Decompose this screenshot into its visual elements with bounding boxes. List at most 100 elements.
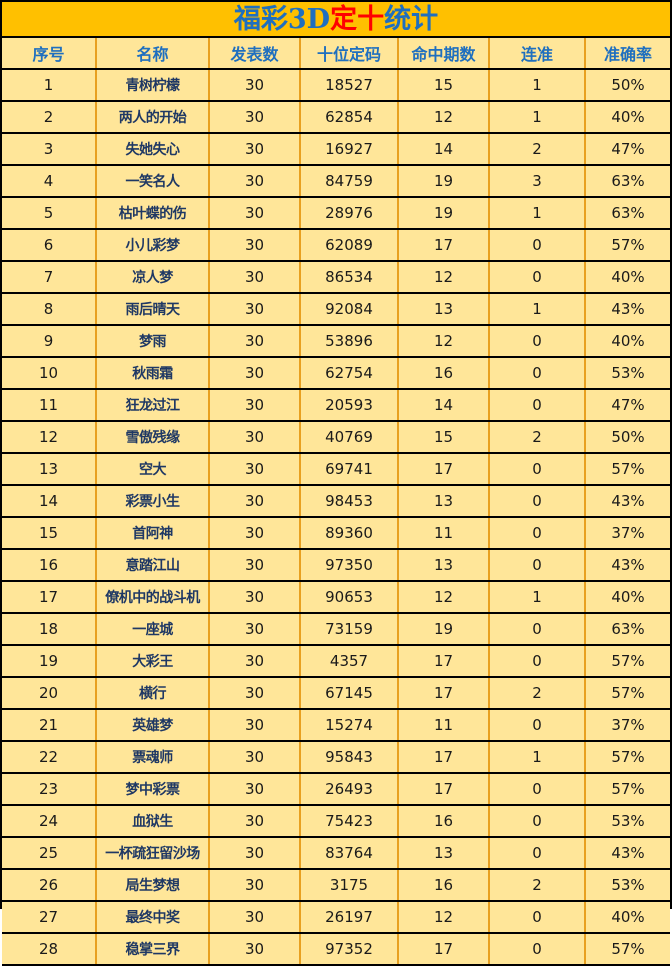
cell-accuracy: 57%	[585, 229, 670, 262]
table-row[interactable]: 17 僚机中的战斗机 30 90653 12 1 40%	[2, 581, 670, 614]
cell-hit-periods: 17	[398, 645, 490, 678]
cell-seq: 6	[2, 229, 97, 262]
cell-publish-count: 30	[209, 805, 301, 838]
cell-accuracy: 57%	[585, 741, 670, 774]
cell-tens-code: 92084	[300, 293, 399, 326]
cell-hit-periods: 17	[398, 773, 490, 806]
cell-accuracy: 50%	[585, 69, 670, 102]
cell-name: 横行	[96, 677, 210, 710]
cell-hit-periods: 17	[398, 453, 490, 486]
table-row[interactable]: 2 两人的开始 30 62854 12 1 40%	[2, 101, 670, 134]
column-header-accuracy[interactable]: 准确率	[585, 38, 670, 70]
cell-hit-periods: 12	[398, 101, 490, 134]
table-row[interactable]: 6 小儿彩梦 30 62089 17 0 57%	[2, 229, 670, 262]
cell-name: 稳掌三界	[96, 933, 210, 966]
table-row[interactable]: 11 狂龙过江 30 20593 14 0 47%	[2, 389, 670, 422]
cell-publish-count: 30	[209, 421, 301, 454]
table-row[interactable]: 7 凉人梦 30 86534 12 0 40%	[2, 261, 670, 294]
cell-accuracy: 43%	[585, 837, 670, 870]
table-row[interactable]: 27 最终中奖 30 26197 12 0 40%	[2, 901, 670, 934]
table-row[interactable]: 3 失她失心 30 16927 14 2 47%	[2, 133, 670, 166]
cell-consecutive: 2	[489, 677, 586, 710]
column-header-publish-count[interactable]: 发表数	[209, 38, 301, 70]
cell-accuracy: 47%	[585, 133, 670, 166]
table-row[interactable]: 5 枯叶蝶的伤 30 28976 19 1 63%	[2, 197, 670, 230]
cell-tens-code: 86534	[300, 261, 399, 294]
cell-name: 凉人梦	[96, 261, 210, 294]
cell-hit-periods: 16	[398, 805, 490, 838]
cell-publish-count: 30	[209, 133, 301, 166]
cell-name: 梦中彩票	[96, 773, 210, 806]
cell-tens-code: 90653	[300, 581, 399, 614]
statistics-table: 序号 名称 发表数 十位定码 命中期数 连准 准确率 1 青树柠檬 30 18527 1…	[2, 38, 670, 966]
column-header-hit-periods[interactable]: 命中期数	[398, 38, 490, 70]
table-row[interactable]: 21 英雄梦 30 15274 11 0 37%	[2, 709, 670, 742]
cell-publish-count: 30	[209, 293, 301, 326]
cell-tens-code: 28976	[300, 197, 399, 230]
cell-publish-count: 30	[209, 837, 301, 870]
cell-consecutive: 1	[489, 581, 586, 614]
table-row[interactable]: 15 首阿神 30 89360 11 0 37%	[2, 517, 670, 550]
cell-accuracy: 37%	[585, 709, 670, 742]
cell-seq: 21	[2, 709, 97, 742]
cell-publish-count: 30	[209, 69, 301, 102]
cell-consecutive: 0	[489, 773, 586, 806]
table-row[interactable]: 16 意踏江山 30 97350 13 0 43%	[2, 549, 670, 582]
cell-seq: 19	[2, 645, 97, 678]
table-row[interactable]: 28 稳掌三界 30 97352 17 0 57%	[2, 933, 670, 966]
table-row[interactable]: 24 血狱生 30 75423 16 0 53%	[2, 805, 670, 838]
cell-name: 秋雨霜	[96, 357, 210, 390]
cell-consecutive: 0	[489, 229, 586, 262]
table-row[interactable]: 22 票魂师 30 95843 17 1 57%	[2, 741, 670, 774]
table-row[interactable]: 19 大彩王 30 4357 17 0 57%	[2, 645, 670, 678]
cell-name: 一笑名人	[96, 165, 210, 198]
cell-consecutive: 0	[489, 389, 586, 422]
table-row[interactable]: 25 一杯疏狂留沙场 30 83764 13 0 43%	[2, 837, 670, 870]
table-row[interactable]: 13 空大 30 69741 17 0 57%	[2, 453, 670, 486]
table-row[interactable]: 20 横行 30 67145 17 2 57%	[2, 677, 670, 710]
cell-name: 失她失心	[96, 133, 210, 166]
cell-name: 空大	[96, 453, 210, 486]
cell-tens-code: 62089	[300, 229, 399, 262]
cell-seq: 12	[2, 421, 97, 454]
cell-tens-code: 84759	[300, 165, 399, 198]
cell-publish-count: 30	[209, 229, 301, 262]
cell-tens-code: 18527	[300, 69, 399, 102]
cell-consecutive: 1	[489, 741, 586, 774]
cell-tens-code: 73159	[300, 613, 399, 646]
table-row[interactable]: 26 局生梦想 30 3175 16 2 53%	[2, 869, 670, 902]
cell-accuracy: 57%	[585, 933, 670, 966]
table-row[interactable]: 9 梦雨 30 53896 12 0 40%	[2, 325, 670, 358]
column-header-name[interactable]: 名称	[96, 38, 210, 70]
cell-tens-code: 26197	[300, 901, 399, 934]
page-title-part-3: 统计	[384, 3, 439, 35]
cell-seq: 5	[2, 197, 97, 230]
cell-publish-count: 30	[209, 773, 301, 806]
table-row[interactable]: 14 彩票小生 30 98453 13 0 43%	[2, 485, 670, 518]
cell-name: 小儿彩梦	[96, 229, 210, 262]
cell-consecutive: 0	[489, 517, 586, 550]
cell-name: 僚机中的战斗机	[96, 581, 210, 614]
cell-tens-code: 75423	[300, 805, 399, 838]
table-row[interactable]: 18 一座城 30 73159 19 0 63%	[2, 613, 670, 646]
table-row[interactable]: 12 雪傲残缘 30 40769 15 2 50%	[2, 421, 670, 454]
cell-tens-code: 67145	[300, 677, 399, 710]
cell-seq: 11	[2, 389, 97, 422]
column-header-consecutive[interactable]: 连准	[489, 38, 586, 70]
cell-publish-count: 30	[209, 325, 301, 358]
cell-name: 梦雨	[96, 325, 210, 358]
column-header-tens-code[interactable]: 十位定码	[300, 38, 399, 70]
table-row[interactable]: 1 青树柠檬 30 18527 15 1 50%	[2, 69, 670, 102]
cell-publish-count: 30	[209, 357, 301, 390]
cell-seq: 15	[2, 517, 97, 550]
table-row[interactable]: 8 雨后晴天 30 92084 13 1 43%	[2, 293, 670, 326]
table-row[interactable]: 4 一笑名人 30 84759 19 3 63%	[2, 165, 670, 198]
cell-consecutive: 0	[489, 613, 586, 646]
table-header: 序号 名称 发表数 十位定码 命中期数 连准 准确率	[2, 38, 670, 70]
table-row[interactable]: 23 梦中彩票 30 26493 17 0 57%	[2, 773, 670, 806]
cell-consecutive: 0	[489, 261, 586, 294]
column-header-seq[interactable]: 序号	[2, 38, 97, 70]
cell-seq: 27	[2, 901, 97, 934]
cell-seq: 28	[2, 933, 97, 966]
table-row[interactable]: 10 秋雨霜 30 62754 16 0 53%	[2, 357, 670, 390]
